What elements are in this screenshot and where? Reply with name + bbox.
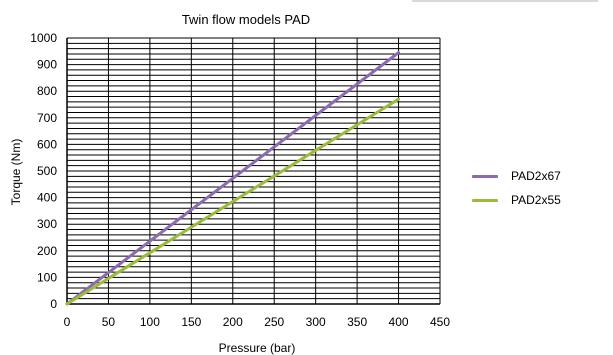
- y-tick-label: 800: [37, 84, 57, 98]
- y-tick-label: 1000: [30, 31, 57, 45]
- x-tick-label: 50: [102, 315, 116, 329]
- grid: [66, 37, 441, 305]
- chart-title: Twin flow models PAD: [182, 12, 310, 27]
- y-axis-label: Torque (Nm): [9, 139, 23, 206]
- x-tick-label: 0: [64, 315, 71, 329]
- legend-item-pad2x55: PAD2x55: [472, 188, 561, 212]
- legend: PAD2x67 PAD2x55: [472, 164, 561, 212]
- x-tick-label: 300: [306, 315, 326, 329]
- x-axis-label: Pressure (bar): [219, 341, 296, 355]
- y-tick-label: 600: [37, 137, 57, 151]
- y-tick-label: 200: [37, 244, 57, 258]
- legend-swatch-pad2x67: [472, 174, 498, 178]
- series-lines: [65, 51, 401, 306]
- x-tick-label: 450: [430, 315, 450, 329]
- y-tick-label: 300: [37, 217, 57, 231]
- y-tick-label: 100: [37, 270, 57, 284]
- x-tick-label: 200: [223, 315, 243, 329]
- x-tick-labels: 0 50 100 150 200 250 300 350 400 450: [64, 315, 451, 329]
- y-tick-label: 0: [50, 297, 57, 311]
- series-line-pad2x67: [65, 51, 401, 306]
- x-tick-label: 250: [264, 315, 284, 329]
- legend-item-pad2x67: PAD2x67: [472, 164, 561, 188]
- legend-swatch-pad2x55: [472, 198, 498, 202]
- y-tick-label: 700: [37, 111, 57, 125]
- legend-label-pad2x67: PAD2x67: [511, 169, 561, 183]
- x-tick-label: 100: [140, 315, 160, 329]
- top-divider: [412, 0, 598, 2]
- y-tick-label: 400: [37, 191, 57, 205]
- x-tick-label: 350: [347, 315, 367, 329]
- axes: [66, 38, 440, 305]
- y-tick-labels: 0 100 200 300 400 500 600 700 800 900 1000: [30, 31, 57, 311]
- legend-label-pad2x55: PAD2x55: [511, 193, 561, 207]
- y-tick-label: 500: [37, 164, 57, 178]
- y-tick-label: 900: [37, 58, 57, 72]
- x-tick-label: 150: [181, 315, 201, 329]
- x-tick-label: 400: [389, 315, 409, 329]
- series-line-pad2x55: [65, 97, 401, 306]
